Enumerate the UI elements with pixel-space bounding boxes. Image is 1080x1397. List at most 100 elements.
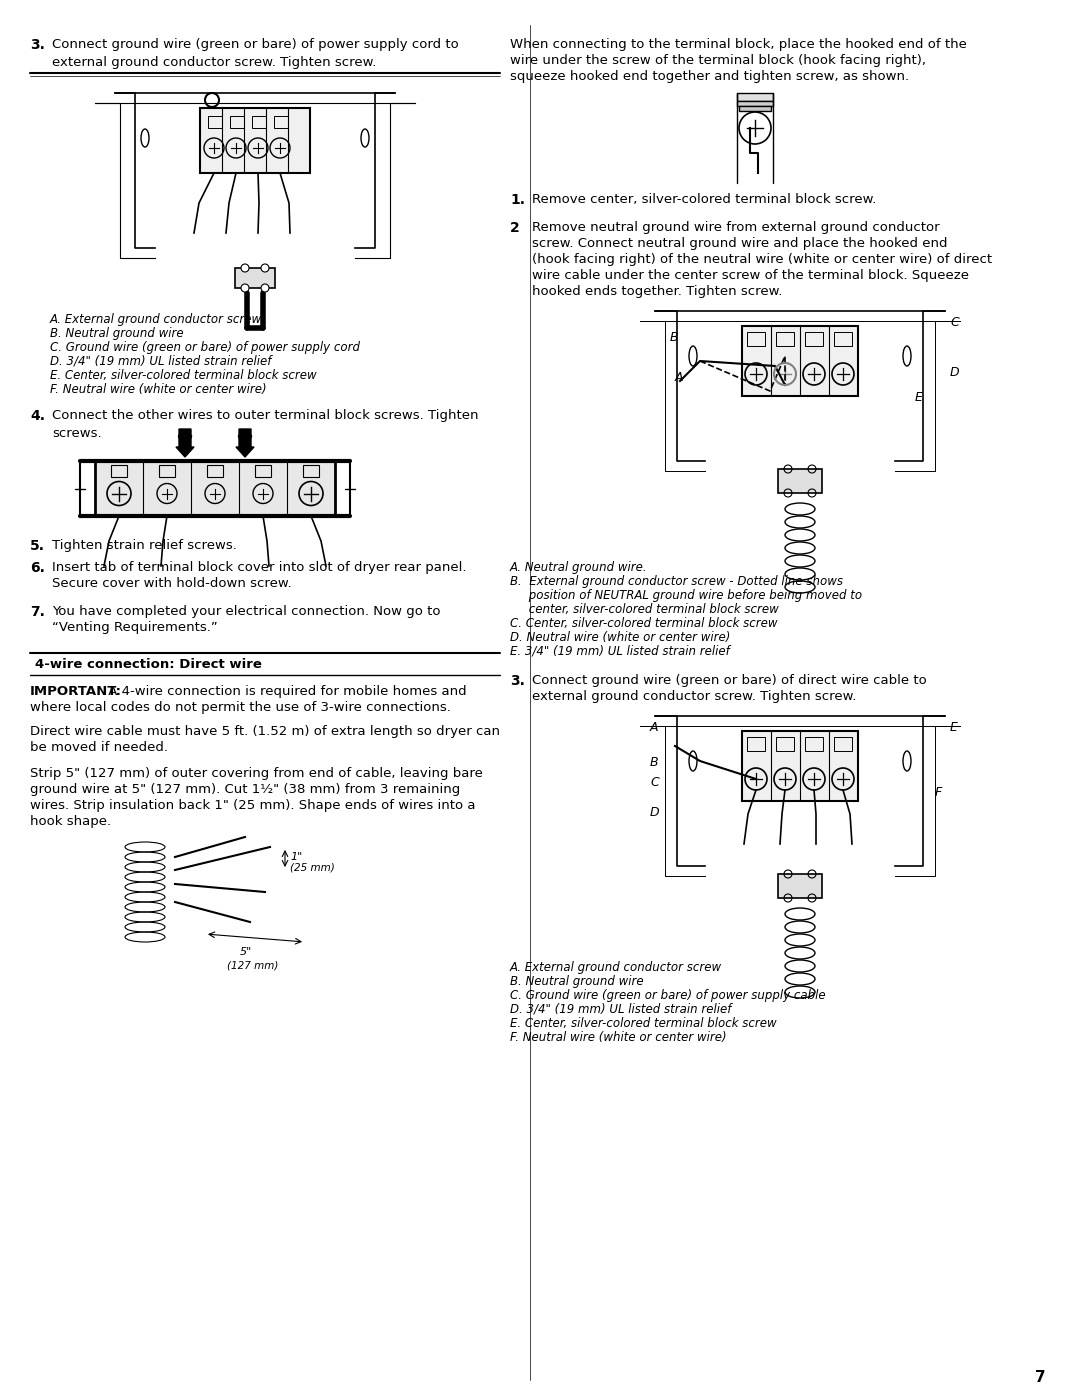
Bar bbox=[159, 465, 175, 476]
Text: When connecting to the terminal block, place the hooked end of the: When connecting to the terminal block, p… bbox=[510, 38, 967, 52]
Text: Direct wire cable must have 5 ft. (1.52 m) of extra length so dryer can: Direct wire cable must have 5 ft. (1.52 … bbox=[30, 725, 500, 738]
Text: Strip 5" (127 mm) of outer covering from end of cable, leaving bare: Strip 5" (127 mm) of outer covering from… bbox=[30, 767, 483, 780]
Text: IMPORTANT:: IMPORTANT: bbox=[30, 685, 122, 698]
Bar bbox=[742, 326, 858, 395]
Bar bbox=[805, 332, 823, 346]
Text: Remove neutral ground wire from external ground conductor: Remove neutral ground wire from external… bbox=[532, 221, 940, 235]
Text: F: F bbox=[935, 787, 942, 799]
Text: A. Neutral ground wire.: A. Neutral ground wire. bbox=[510, 562, 648, 574]
Text: A: A bbox=[675, 372, 684, 384]
Text: E. Center, silver-colored terminal block screw: E. Center, silver-colored terminal block… bbox=[510, 1017, 777, 1030]
Bar bbox=[200, 108, 310, 173]
Text: A. External ground conductor screw: A. External ground conductor screw bbox=[510, 961, 723, 974]
Text: “Venting Requirements.”: “Venting Requirements.” bbox=[52, 622, 218, 634]
Text: position of NEUTRAL ground wire before being moved to: position of NEUTRAL ground wire before b… bbox=[510, 590, 862, 602]
Bar bbox=[274, 116, 288, 129]
Text: 1": 1" bbox=[291, 852, 302, 862]
Bar bbox=[230, 116, 244, 129]
Text: C. Ground wire (green or bare) of power supply cord: C. Ground wire (green or bare) of power … bbox=[50, 341, 360, 353]
Text: Connect ground wire (green or bare) of power supply cord to: Connect ground wire (green or bare) of p… bbox=[52, 38, 459, 52]
Circle shape bbox=[241, 264, 249, 272]
Text: Remove center, silver-colored terminal block screw.: Remove center, silver-colored terminal b… bbox=[532, 193, 876, 205]
Text: external ground conductor screw. Tighten screw.: external ground conductor screw. Tighten… bbox=[532, 690, 856, 703]
Text: screw. Connect neutral ground wire and place the hooked end: screw. Connect neutral ground wire and p… bbox=[532, 237, 947, 250]
Text: ground wire at 5" (127 mm). Cut 1½" (38 mm) from 3 remaining: ground wire at 5" (127 mm). Cut 1½" (38 … bbox=[30, 782, 460, 796]
Circle shape bbox=[261, 284, 269, 292]
Text: 3.: 3. bbox=[510, 673, 525, 687]
Bar bbox=[95, 461, 335, 515]
Text: squeeze hooked end together and tighten screw, as shown.: squeeze hooked end together and tighten … bbox=[510, 70, 909, 82]
Text: A: A bbox=[650, 721, 659, 733]
Text: E: E bbox=[915, 391, 923, 404]
Bar bbox=[739, 106, 771, 110]
Text: E: E bbox=[950, 721, 958, 733]
Text: 7: 7 bbox=[1035, 1370, 1045, 1384]
Text: You have completed your electrical connection. Now go to: You have completed your electrical conne… bbox=[52, 605, 441, 617]
Bar bbox=[111, 465, 127, 476]
Text: B: B bbox=[650, 756, 659, 768]
Bar bbox=[208, 116, 222, 129]
Text: 7.: 7. bbox=[30, 605, 45, 619]
Text: C. Ground wire (green or bare) of power supply cable: C. Ground wire (green or bare) of power … bbox=[510, 989, 825, 1002]
Text: (25 mm): (25 mm) bbox=[291, 862, 335, 872]
Bar bbox=[747, 332, 765, 346]
Text: Tighten strain relief screws.: Tighten strain relief screws. bbox=[52, 539, 237, 552]
Bar bbox=[777, 738, 794, 752]
Bar bbox=[255, 465, 271, 476]
Circle shape bbox=[261, 264, 269, 272]
Text: hooked ends together. Tighten screw.: hooked ends together. Tighten screw. bbox=[532, 285, 782, 298]
Bar bbox=[777, 332, 794, 346]
FancyArrow shape bbox=[176, 429, 194, 457]
Bar bbox=[235, 268, 275, 288]
Text: 3.: 3. bbox=[30, 38, 45, 52]
Text: D. Neutral wire (white or center wire): D. Neutral wire (white or center wire) bbox=[510, 631, 730, 644]
Bar bbox=[834, 738, 852, 752]
Text: D. 3/4" (19 mm) UL listed strain relief: D. 3/4" (19 mm) UL listed strain relief bbox=[510, 1003, 731, 1016]
Text: B.  External ground conductor screw - Dotted line shows: B. External ground conductor screw - Dot… bbox=[510, 576, 843, 588]
Text: 5": 5" bbox=[240, 947, 253, 957]
Bar bbox=[252, 116, 266, 129]
Bar bbox=[778, 875, 822, 898]
Text: B. Neutral ground wire: B. Neutral ground wire bbox=[510, 975, 644, 988]
Text: B. Neutral ground wire: B. Neutral ground wire bbox=[50, 327, 184, 339]
Text: Secure cover with hold-down screw.: Secure cover with hold-down screw. bbox=[52, 577, 292, 590]
Text: C: C bbox=[950, 316, 959, 330]
Text: 1.: 1. bbox=[510, 193, 525, 207]
Bar bbox=[303, 465, 319, 476]
Text: A. External ground conductor screw: A. External ground conductor screw bbox=[50, 313, 262, 326]
Bar bbox=[742, 731, 858, 800]
Bar bbox=[737, 101, 773, 106]
Text: hook shape.: hook shape. bbox=[30, 814, 111, 828]
Text: 4-wire connection: Direct wire: 4-wire connection: Direct wire bbox=[35, 658, 261, 671]
Text: (127 mm): (127 mm) bbox=[227, 960, 279, 970]
Text: 5.: 5. bbox=[30, 539, 45, 553]
Text: be moved if needed.: be moved if needed. bbox=[30, 740, 168, 754]
Text: D: D bbox=[950, 366, 960, 379]
Text: 4.: 4. bbox=[30, 409, 45, 423]
Text: E. 3/4" (19 mm) UL listed strain relief: E. 3/4" (19 mm) UL listed strain relief bbox=[510, 645, 730, 658]
Text: C. Center, silver-colored terminal block screw: C. Center, silver-colored terminal block… bbox=[510, 617, 778, 630]
Bar bbox=[805, 738, 823, 752]
Text: wire cable under the center screw of the terminal block. Squeeze: wire cable under the center screw of the… bbox=[532, 270, 969, 282]
Text: D: D bbox=[650, 806, 660, 819]
Text: C: C bbox=[650, 775, 659, 789]
Text: where local codes do not permit the use of 3-wire connections.: where local codes do not permit the use … bbox=[30, 701, 450, 714]
Bar bbox=[834, 332, 852, 346]
Circle shape bbox=[241, 284, 249, 292]
Text: screws.: screws. bbox=[52, 427, 102, 440]
Text: (hook facing right) of the neutral wire (white or center wire) of direct: (hook facing right) of the neutral wire … bbox=[532, 253, 993, 265]
Text: Insert tab of terminal block cover into slot of dryer rear panel.: Insert tab of terminal block cover into … bbox=[52, 562, 467, 574]
Bar bbox=[747, 738, 765, 752]
Text: center, silver-colored terminal block screw: center, silver-colored terminal block sc… bbox=[510, 604, 779, 616]
Text: external ground conductor screw. Tighten screw.: external ground conductor screw. Tighten… bbox=[52, 56, 376, 68]
Text: B: B bbox=[670, 331, 678, 344]
Text: A 4-wire connection is required for mobile homes and: A 4-wire connection is required for mobi… bbox=[104, 685, 467, 698]
Text: 6.: 6. bbox=[30, 562, 45, 576]
FancyArrow shape bbox=[237, 429, 254, 457]
Bar bbox=[737, 94, 773, 101]
Bar bbox=[778, 469, 822, 493]
Text: F. Neutral wire (white or center wire): F. Neutral wire (white or center wire) bbox=[510, 1031, 727, 1044]
Bar bbox=[207, 465, 222, 476]
Text: Connect the other wires to outer terminal block screws. Tighten: Connect the other wires to outer termina… bbox=[52, 409, 478, 422]
Text: D. 3/4" (19 mm) UL listed strain relief: D. 3/4" (19 mm) UL listed strain relief bbox=[50, 355, 271, 367]
